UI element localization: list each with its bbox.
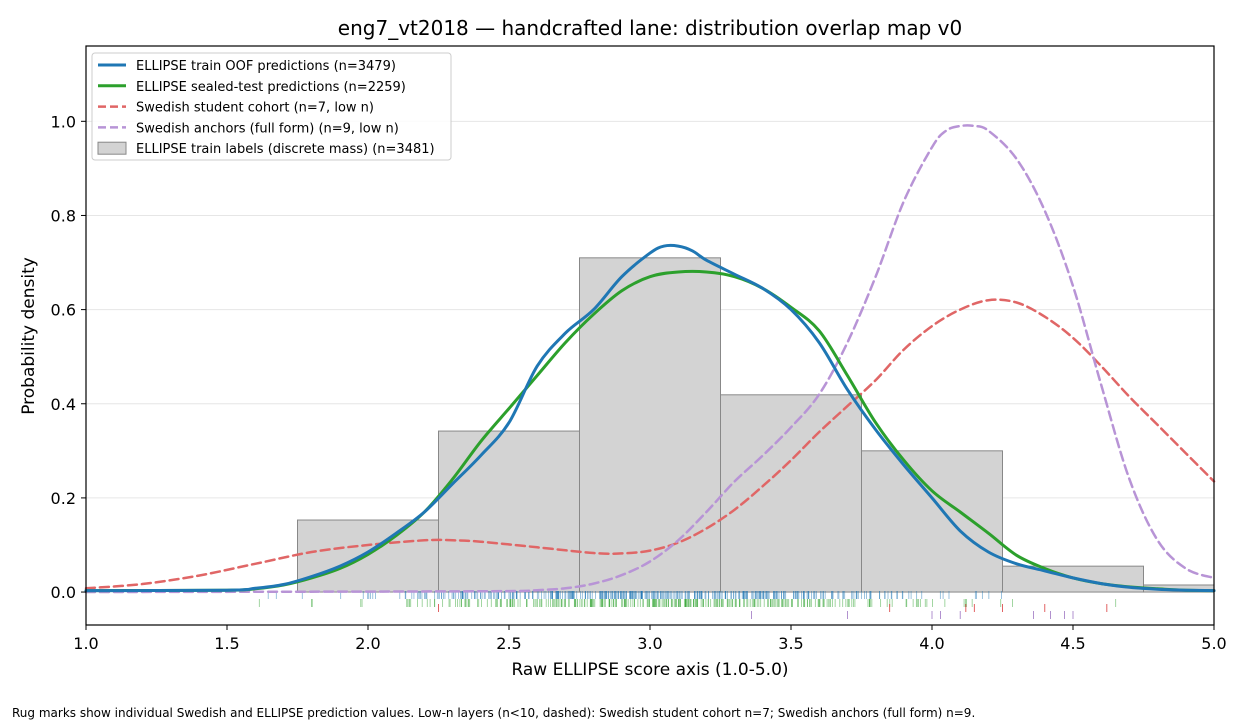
- y-tick-label-0: 0.0: [51, 583, 76, 602]
- legend-swatch-histogram: [97, 141, 127, 155]
- x-axis-label: Raw ELLIPSE score axis (1.0-5.0): [511, 660, 788, 680]
- legend-label-2: Swedish student cohort (n=7, low n): [136, 101, 374, 116]
- density-line-1: [84, 269, 1216, 593]
- x-tick-label-2: 2.0: [355, 634, 380, 653]
- x-tick-label-4: 3.0: [637, 634, 662, 653]
- histogram-bars: [297, 257, 1215, 593]
- legend-label-1: ELLIPSE sealed-test predictions (n=2259): [136, 80, 406, 95]
- density-lines: [84, 124, 1216, 594]
- histogram-bar-4: [861, 450, 1003, 593]
- chart-title: eng7_vt2018 — handcrafted lane: distribu…: [338, 16, 962, 40]
- footnote: Rug marks show individual Swedish and EL…: [12, 706, 975, 720]
- x-tick-label-5: 3.5: [778, 634, 803, 653]
- density-line-0: [84, 243, 1216, 593]
- legend: ELLIPSE train OOF predictions (n=3479) EL…: [91, 52, 452, 161]
- x-tick-label-8: 5.0: [1201, 634, 1226, 653]
- histogram-bar-3: [720, 394, 862, 593]
- histogram-bar-2: [579, 257, 721, 593]
- y-axis-label: Probability density: [19, 257, 39, 415]
- legend-box: [91, 52, 452, 161]
- y-tick-label-2: 0.4: [51, 395, 76, 414]
- y-axis-ticks: 0.0 0.2 0.4 0.6 0.8 1.0: [51, 112, 86, 602]
- y-tick-label-1: 0.2: [51, 489, 76, 508]
- x-tick-label-3: 2.5: [496, 634, 521, 653]
- rug-marks: [258, 591, 1117, 619]
- y-tick-label-4: 0.8: [51, 206, 76, 225]
- x-tick-label-1: 1.5: [214, 634, 239, 653]
- density-line-3: [84, 124, 1216, 594]
- legend-label-0: ELLIPSE train OOF predictions (n=3479): [136, 59, 396, 74]
- legend-label-histogram: ELLIPSE train labels (discrete mass) (n=…: [136, 142, 435, 157]
- legend-label-3: Swedish anchors (full form) (n=9, low n): [136, 121, 399, 136]
- x-tick-label-6: 4.0: [919, 634, 944, 653]
- x-tick-label-0: 1.0: [73, 634, 98, 653]
- x-tick-label-7: 4.5: [1060, 634, 1085, 653]
- y-tick-label-3: 0.6: [51, 301, 76, 320]
- y-tick-label-5: 1.0: [51, 112, 76, 131]
- x-axis-ticks: 1.0 1.5 2.0 2.5 3.0 3.5 4.0 4.5 5.0: [73, 625, 1227, 653]
- histogram-bar-1: [438, 430, 580, 593]
